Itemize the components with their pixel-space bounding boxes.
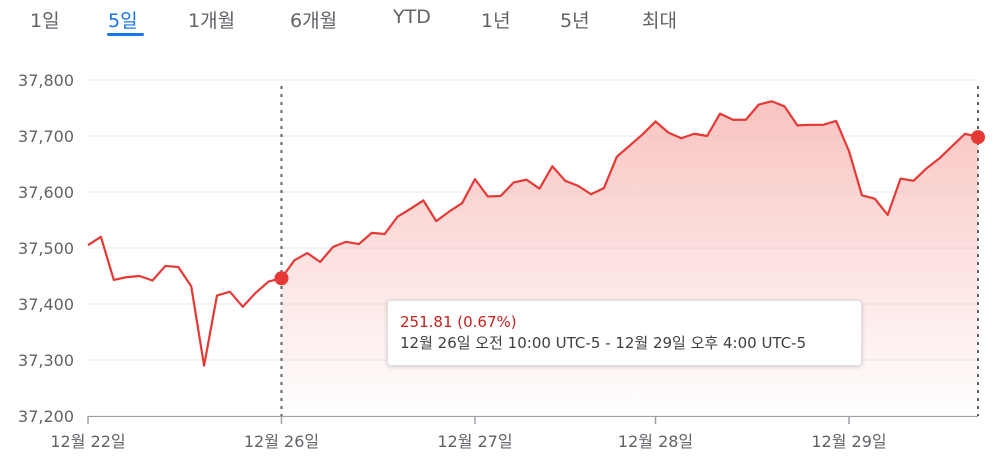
x-tick-label: 12월 28일 xyxy=(618,432,693,451)
y-tick-label: 37,500 xyxy=(18,239,74,258)
range-change-value: 251.81 (0.67%) xyxy=(400,313,517,331)
range-tab[interactable]: 5일 xyxy=(108,10,138,32)
range-tabs: 1일 5일 1개월 6개월 YTD 1년 5년 최대 xyxy=(0,0,997,40)
x-tick-label: 12월 22일 xyxy=(50,432,125,451)
range-tab[interactable]: 1개월 xyxy=(188,10,236,32)
x-tick-label: 12월 27일 xyxy=(437,432,512,451)
selection-start-point xyxy=(274,271,289,286)
range-tab[interactable]: 1일 xyxy=(30,10,60,32)
y-tick-label: 37,400 xyxy=(18,295,74,314)
y-tick-label: 37,300 xyxy=(18,351,74,370)
selection-area-fill xyxy=(281,101,978,416)
range-tab[interactable]: 6개월 xyxy=(290,10,338,32)
range-tab[interactable]: 5년 xyxy=(560,10,590,32)
range-tab[interactable]: 1년 xyxy=(481,10,511,32)
x-tick-label: 12월 29일 xyxy=(811,432,886,451)
range-tooltip: 251.81 (0.67%) 12월 26일 오전 10:00 UTC-5 - … xyxy=(387,300,862,366)
range-dates: 12월 26일 오전 10:00 UTC-5 - 12월 29일 오후 4:00… xyxy=(400,334,807,352)
y-tick-label: 37,800 xyxy=(18,71,74,90)
price-line xyxy=(87,100,979,367)
range-tab[interactable]: YTD xyxy=(393,6,431,28)
y-tick-label: 37,200 xyxy=(18,407,74,426)
selection-end-point xyxy=(971,130,985,145)
range-tab[interactable]: 최대 xyxy=(642,10,677,32)
x-tick-label: 12월 26일 xyxy=(244,432,319,451)
y-tick-label: 37,600 xyxy=(18,183,74,202)
active-tab-underline xyxy=(107,33,144,36)
y-tick-label: 37,700 xyxy=(18,127,74,146)
